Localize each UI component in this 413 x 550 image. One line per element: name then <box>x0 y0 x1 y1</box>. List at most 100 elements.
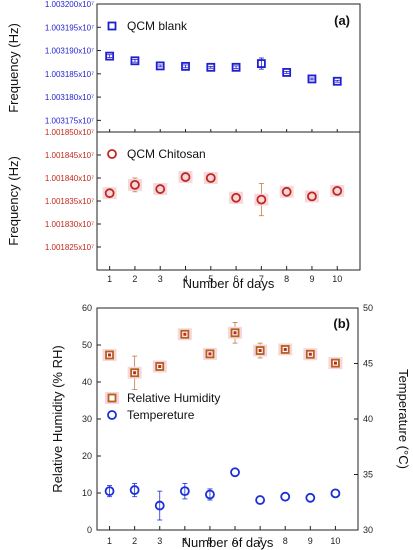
data-point <box>155 61 165 71</box>
data-point-core <box>233 331 237 335</box>
data-point <box>305 492 316 503</box>
data-point <box>280 491 291 502</box>
x-axis-title-a: Number of days <box>183 276 275 291</box>
data-point <box>105 51 115 61</box>
data-point <box>181 61 190 71</box>
y-tick-label: 1.001830x10⁷ <box>45 220 94 229</box>
subplot-0: 1.003175x10⁷ 1.003180x10⁷ 1.003185x10⁷ 1.00… <box>6 0 342 125</box>
data-point <box>330 488 341 499</box>
y-tick-label: 1.001835x10⁷ <box>45 197 94 206</box>
y-tick-label-left: 60 <box>82 303 92 313</box>
data-point <box>155 184 166 194</box>
x-tick-label-a: 7 <box>259 274 264 284</box>
x-tick-label-b: 8 <box>283 536 288 546</box>
data-point <box>231 192 241 203</box>
y-tick-label-right: 35 <box>363 470 373 480</box>
y-axis-title: Frequency (Hz) <box>6 23 21 113</box>
data-point <box>255 495 266 505</box>
x-tick-label-a: 5 <box>208 274 213 284</box>
data-point-core <box>108 353 112 357</box>
error-bar <box>182 482 188 500</box>
data-point <box>256 59 266 68</box>
error-bar <box>334 79 340 83</box>
y-tick-label-right: 50 <box>363 303 373 313</box>
error-bar <box>233 65 239 70</box>
x-tick-label-a: 10 <box>332 274 342 284</box>
data-point <box>307 191 317 202</box>
error-bar <box>132 58 138 63</box>
y-tick-label-right: 45 <box>363 359 373 369</box>
data-point <box>130 56 140 66</box>
data-point <box>256 194 267 205</box>
x-tick-label-b: 10 <box>330 536 340 546</box>
data-point <box>206 62 216 72</box>
y-tick-label: 1.001840x10⁷ <box>45 174 94 183</box>
data-point <box>205 489 215 500</box>
legend-marker <box>107 21 117 31</box>
data-point <box>179 486 190 497</box>
subplot-1: 1.001825x10⁷ 1.001830x10⁷ 1.001835x10⁷ 1.00… <box>6 128 345 252</box>
series-relative-humidity <box>102 322 343 390</box>
data-point <box>307 74 317 84</box>
error-bar <box>107 54 113 58</box>
y-tick-label: 1.003185x10⁷ <box>45 70 94 79</box>
y-tick-label: 1.003195x10⁷ <box>45 23 94 32</box>
x-tick-label-a: 4 <box>183 274 188 284</box>
y-tick-label-left: 30 <box>82 414 92 424</box>
legend-label-rh: Relative Humidity <box>127 391 220 405</box>
y-tick-label-right: 40 <box>363 414 373 424</box>
x-tick-label-b: 3 <box>157 536 162 546</box>
error-bar <box>284 71 290 74</box>
data-point <box>130 179 140 190</box>
plot-frame-a <box>96 3 361 271</box>
data-point <box>230 467 240 478</box>
data-point-core <box>183 332 187 336</box>
data-point <box>104 486 115 497</box>
error-bar <box>208 65 214 69</box>
x-tick-label-a: 6 <box>234 274 239 284</box>
data-point-core <box>208 352 212 356</box>
y-tick-label-left: 40 <box>82 377 92 387</box>
data-point <box>154 500 165 511</box>
legend-marker-rh <box>107 393 117 403</box>
x-tick-label-b: 9 <box>308 536 313 546</box>
data-point <box>129 485 140 495</box>
error-bar <box>157 490 163 521</box>
x-tick-label-a: 3 <box>158 274 163 284</box>
y-tick-label: 1.003200x10⁷ <box>45 0 94 9</box>
series-temperature <box>104 467 341 521</box>
x-tick-label-a: 8 <box>284 274 289 284</box>
y-tick-label: 1.001825x10⁷ <box>45 243 94 252</box>
y-tick-label: 1.003180x10⁷ <box>45 93 94 102</box>
data-point <box>231 62 241 72</box>
data-point-core <box>133 371 137 375</box>
x-tick-label-a: 2 <box>132 274 137 284</box>
x-tick-label-b: 7 <box>258 536 263 546</box>
panel-label-a: (a) <box>334 13 350 28</box>
y-tick-label: 1.003175x10⁷ <box>45 116 94 125</box>
legend-label: QCM blank <box>127 19 188 33</box>
legend-label-temp: Tempereture <box>127 408 195 422</box>
y-tick-label: 1.001845x10⁷ <box>45 151 94 160</box>
data-point-core <box>333 361 337 365</box>
y-tick-label-left: 20 <box>82 451 92 461</box>
x-tick-label-b: 5 <box>207 536 212 546</box>
error-bar <box>309 77 315 81</box>
panel-label-b: (b) <box>333 316 350 331</box>
y-tick-label-right: 30 <box>363 525 373 535</box>
panel-a: (a) 1 2 3 4 5 6 7 8 9 10 Number of days 1.003175x10⁷… <box>6 0 361 291</box>
legend-label: QCM Chitosan <box>127 147 206 161</box>
data-point <box>332 76 342 86</box>
data-point <box>180 172 191 182</box>
error-bar <box>157 64 163 68</box>
legend-b: Relative Humidity Tempereture <box>105 391 220 422</box>
legend-marker-temp <box>107 410 117 420</box>
x-tick-label-b: 1 <box>107 536 112 546</box>
y-axis-title-right: Temperature (°C) <box>396 369 411 469</box>
x-tick-label-b: 2 <box>132 536 137 546</box>
data-point-core <box>258 349 262 353</box>
legend-marker <box>107 149 117 159</box>
data-point <box>205 173 216 183</box>
data-point-core <box>158 364 162 368</box>
